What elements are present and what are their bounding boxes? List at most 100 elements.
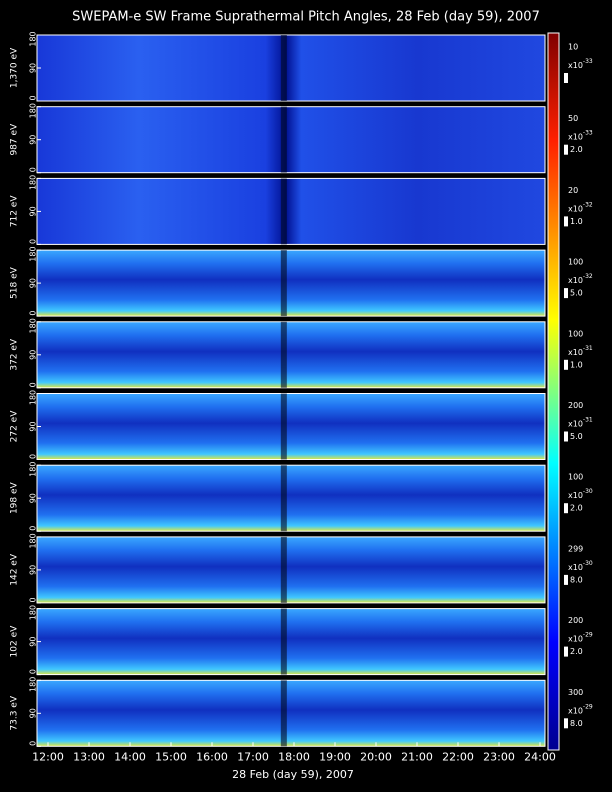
y-tick-label: 180 xyxy=(29,246,38,261)
heatmap-panel xyxy=(36,679,546,747)
data-gap xyxy=(280,536,287,603)
scale-bottom: 8.0 xyxy=(570,719,583,728)
x-tick-label: 23:00 xyxy=(483,750,515,763)
scale-exponent: x10-30 xyxy=(568,559,593,571)
panel-label: 1,370 eV xyxy=(10,47,20,88)
scale-marker xyxy=(564,718,568,729)
y-tick-label: 180 xyxy=(29,462,38,477)
heatmap-panel xyxy=(36,393,546,460)
scale-top: 299 xyxy=(568,544,583,553)
data-gap xyxy=(280,393,287,460)
y-tick-label: 180 xyxy=(29,677,38,692)
scale-base: x10 xyxy=(568,634,583,643)
scale-power: -33 xyxy=(583,129,593,136)
colorbar xyxy=(547,32,560,751)
scale-power: -30 xyxy=(583,559,593,566)
scale-top: 300 xyxy=(568,688,583,697)
scale-bottom: 2.0 xyxy=(570,504,583,513)
y-tick-label: 0 xyxy=(29,382,38,387)
scale-marker xyxy=(564,646,568,657)
scale-bottom: 1.0 xyxy=(570,217,583,226)
heatmap-panel xyxy=(36,249,546,317)
y-tick-label: 0 xyxy=(29,526,38,531)
scale-power: -32 xyxy=(583,273,593,280)
y-tick-label: 180 xyxy=(29,605,38,620)
x-tick-label: 13:00 xyxy=(73,750,105,763)
x-tick-label: 14:00 xyxy=(114,750,146,763)
scale-marker xyxy=(564,503,568,514)
data-gap xyxy=(280,178,287,245)
scale-marker xyxy=(564,216,568,227)
chart-title: SWEPAM-e SW Frame Suprathermal Pitch Ang… xyxy=(72,10,540,25)
data-gap xyxy=(280,321,287,388)
y-tick-label: 90 xyxy=(29,708,38,718)
x-tick-label: 20:00 xyxy=(360,750,392,763)
y-tick-label: 90 xyxy=(29,206,38,216)
heatmap-panel xyxy=(36,34,546,102)
scale-top: 200 xyxy=(568,616,583,625)
panel-label: 73.3 eV xyxy=(10,695,20,730)
panel-label: 712 eV xyxy=(10,195,20,228)
heatmap-panel xyxy=(36,106,546,174)
scale-exponent: x10-31 xyxy=(568,416,593,428)
y-tick-label: 0 xyxy=(29,597,38,602)
data-gap xyxy=(280,465,287,532)
y-tick-label: 180 xyxy=(29,31,38,46)
y-tick-label: 90 xyxy=(29,63,38,73)
scale-exponent: x10-30 xyxy=(568,488,593,500)
data-gap xyxy=(280,106,287,173)
scale-bottom: 5.0 xyxy=(570,432,583,441)
y-tick-label: 180 xyxy=(29,390,38,405)
y-tick-label: 90 xyxy=(29,135,38,145)
scale-top: 100 xyxy=(568,258,583,267)
scale-base: x10 xyxy=(568,491,583,500)
scale-base: x10 xyxy=(568,276,583,285)
scale-bottom: 2.0 xyxy=(570,647,583,656)
x-tick-label: 17:00 xyxy=(237,750,269,763)
y-tick-label: 180 xyxy=(29,318,38,333)
x-tick-label: 19:00 xyxy=(319,750,351,763)
scale-base: x10 xyxy=(568,132,583,141)
scale-base: x10 xyxy=(568,204,583,213)
y-tick-label: 90 xyxy=(29,421,38,431)
scale-marker xyxy=(564,288,568,299)
scale-exponent: x10-29 xyxy=(568,631,593,643)
scale-marker xyxy=(564,73,568,83)
scale-top: 100 xyxy=(568,329,583,338)
scale-exponent: x10-33 xyxy=(568,129,593,141)
scale-power: -31 xyxy=(583,344,593,351)
scale-top: 100 xyxy=(568,473,583,482)
data-gap xyxy=(280,35,287,101)
x-tick-label: 16:00 xyxy=(196,750,228,763)
scale-exponent: x10-29 xyxy=(568,703,593,715)
data-gap xyxy=(280,608,287,675)
y-tick-label: 180 xyxy=(29,103,38,118)
y-tick-label: 180 xyxy=(29,175,38,190)
y-tick-label: 0 xyxy=(29,167,38,172)
x-tick-label: 22:00 xyxy=(442,750,474,763)
scale-power: -29 xyxy=(583,631,593,638)
scale-bottom: 8.0 xyxy=(570,575,583,584)
scale-top: 200 xyxy=(568,401,583,410)
scale-base: x10 xyxy=(568,347,583,356)
heatmap-panel xyxy=(36,464,546,532)
y-tick-label: 90 xyxy=(29,637,38,647)
scale-power: -29 xyxy=(583,703,593,710)
y-tick-label: 90 xyxy=(29,278,38,288)
y-tick-label: 90 xyxy=(29,350,38,360)
scale-power: -32 xyxy=(583,201,593,208)
y-tick-label: 0 xyxy=(29,669,38,674)
panel-label: 272 eV xyxy=(10,410,20,443)
y-tick-label: 0 xyxy=(29,311,38,316)
scale-exponent: x10-32 xyxy=(568,201,593,213)
data-gap xyxy=(280,250,287,317)
scale-base: x10 xyxy=(568,562,583,571)
scale-marker xyxy=(564,574,568,585)
scale-base: x10 xyxy=(568,61,583,70)
scale-exponent: x10-33 xyxy=(568,58,593,70)
heatmap-panel xyxy=(36,321,546,389)
heatmap-panel xyxy=(36,608,546,676)
heatmap-panel xyxy=(36,536,546,604)
scale-bottom: 5.0 xyxy=(570,289,583,298)
